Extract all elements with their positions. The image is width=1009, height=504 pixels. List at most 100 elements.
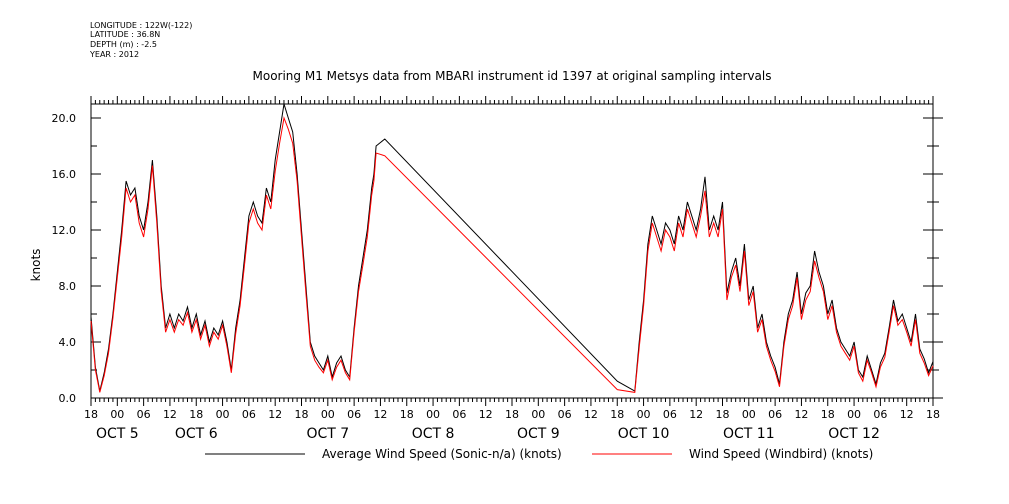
series-0-point — [682, 229, 683, 230]
x-hour-tick-label: 06 — [663, 408, 677, 421]
series-0-point — [130, 194, 131, 195]
series-0-point — [656, 229, 657, 230]
series-1-point — [928, 375, 929, 376]
x-hour-tick-label: 18 — [189, 408, 203, 421]
x-hour-tick-label: 12 — [584, 408, 598, 421]
series-0-point — [266, 187, 267, 188]
series-0-point — [384, 138, 385, 139]
plot-frame — [90, 103, 934, 399]
series-1-point — [669, 236, 670, 237]
x-hour-tick-label: 12 — [479, 408, 493, 421]
series-1-point — [792, 305, 793, 306]
series-0-point — [753, 285, 754, 286]
series-0-point — [248, 215, 249, 216]
x-hour-tick-label: 00 — [847, 408, 861, 421]
series-1-point — [735, 264, 736, 265]
y-tick-label: 12.0 — [52, 224, 77, 237]
x-hour-tick-label: 18 — [716, 408, 730, 421]
series-1-point — [770, 360, 771, 361]
series-1-point — [371, 194, 372, 195]
series-1-point — [358, 291, 359, 292]
series-1-point — [739, 291, 740, 292]
series-1-point — [310, 346, 311, 347]
y-tick-label: 16.0 — [52, 168, 77, 181]
series-1-point — [156, 222, 157, 223]
x-hour-tick-label: 12 — [794, 408, 808, 421]
series-1-point — [292, 143, 293, 144]
series-0-point — [915, 313, 916, 314]
series-1-point — [362, 264, 363, 265]
series-1-point — [884, 357, 885, 358]
series-1-point — [318, 367, 319, 368]
series-1-point — [178, 319, 179, 320]
series-1-point — [823, 291, 824, 292]
x-hour-tick-label: 12 — [900, 408, 914, 421]
series-1-point — [187, 312, 188, 313]
series-1-point — [336, 367, 337, 368]
series-1-point — [213, 332, 214, 333]
series-1-point — [704, 190, 705, 191]
meta-longitude: LONGITUDE : 122W(-122) — [90, 21, 193, 30]
x-hour-tick-label: 00 — [216, 408, 230, 421]
series-0-point — [849, 355, 850, 356]
series-1-point — [687, 208, 688, 209]
series-0-point — [687, 201, 688, 202]
series-0-point — [713, 215, 714, 216]
series-0-point — [362, 257, 363, 258]
series-0-point — [152, 159, 153, 160]
series-1-point — [893, 305, 894, 306]
series-1-point — [731, 277, 732, 278]
series-0-point — [854, 341, 855, 342]
x-hour-tick-label: 06 — [768, 408, 782, 421]
series-0-point — [924, 358, 925, 359]
series-line-1 — [90, 116, 934, 393]
series-0-point — [336, 362, 337, 363]
series-1-point — [902, 319, 903, 320]
series-1-point — [818, 277, 819, 278]
series-lines — [90, 103, 934, 393]
series-0-point — [797, 271, 798, 272]
series-1-point — [678, 222, 679, 223]
series-0-point — [292, 131, 293, 132]
x-day-label: OCT 9 — [517, 426, 560, 442]
series-1-point — [805, 299, 806, 300]
series-1-point — [240, 305, 241, 306]
series-1-point — [744, 250, 745, 251]
series-1-point — [367, 236, 368, 237]
series-0-point — [253, 201, 254, 202]
series-1-point — [204, 325, 205, 326]
x-hour-tick-label: 12 — [268, 408, 282, 421]
series-1-point — [231, 372, 232, 373]
y-axis-ticks: 0.0 4.0 8.0 12.0 16.0 20.0 — [52, 112, 943, 405]
series-0-point — [744, 243, 745, 244]
series-0-point — [204, 320, 205, 321]
series-1-point — [652, 222, 653, 223]
y-tick-label: 4.0 — [59, 336, 77, 349]
series-0-point — [867, 355, 868, 356]
series-0-point — [832, 299, 833, 300]
series-0-point — [770, 355, 771, 356]
series-1-point — [634, 392, 635, 393]
x-hour-tick-label: 18 — [84, 408, 98, 421]
x-day-label: OCT 5 — [96, 426, 139, 442]
series-1-point — [226, 346, 227, 347]
series-1-point — [222, 325, 223, 326]
x-hour-tick-label: 00 — [531, 408, 545, 421]
series-0-point — [731, 271, 732, 272]
series-0-point — [169, 313, 170, 314]
series-1-point — [674, 250, 675, 251]
series-1-point — [121, 236, 122, 237]
series-1-point — [288, 129, 289, 130]
series-1-point — [305, 292, 306, 293]
series-1-point — [279, 143, 280, 144]
series-0-point — [187, 306, 188, 307]
series-1-point — [726, 299, 727, 300]
series-1-point — [840, 346, 841, 347]
series-1-point — [126, 187, 127, 188]
series-0-point — [805, 292, 806, 293]
series-1-point — [340, 360, 341, 361]
series-1-point — [235, 333, 236, 334]
series-1-point — [297, 180, 298, 181]
series-0-point — [788, 313, 789, 314]
series-1-point — [713, 222, 714, 223]
